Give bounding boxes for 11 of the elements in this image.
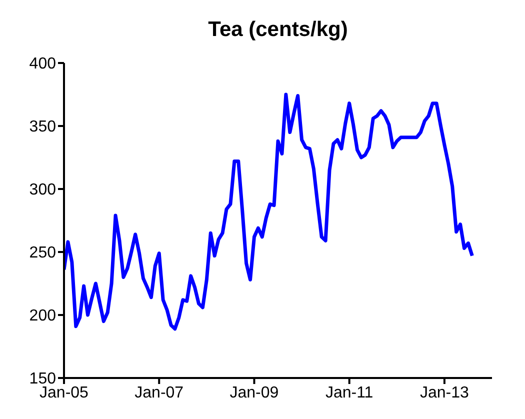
y-tick-label: 400 [29, 56, 56, 73]
x-tick-label: Jan-07 [134, 384, 184, 402]
x-tick-label: Jan-09 [230, 384, 279, 402]
y-tick-label: 200 [29, 308, 56, 325]
line-series [64, 92, 474, 331]
y-tick-label: 350 [29, 118, 56, 136]
x-tick-label: Jan-11 [325, 384, 374, 402]
y-tick-label: 250 [29, 244, 56, 262]
y-tick-label: 300 [29, 182, 56, 199]
x-tick-label: Jan-13 [420, 384, 470, 402]
chart-title: Tea (cents/kg) [207, 18, 349, 42]
